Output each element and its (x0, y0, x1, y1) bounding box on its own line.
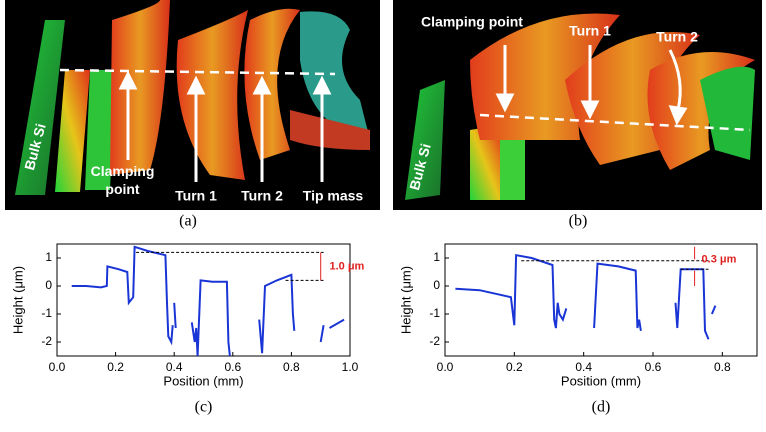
image-label: Clamping point (90, 163, 155, 197)
data-line (455, 254, 717, 340)
y-tick-label: 1 (45, 250, 52, 264)
x-tick-label: 0.4 (575, 360, 592, 374)
image-label: Turn 1 (569, 23, 611, 39)
x-tick-label: 0.8 (714, 360, 731, 374)
image-label: Turn 2 (241, 188, 283, 204)
chart: 0.0 0.2 0.4 0.6 0.8 1.0 -2 -1 0 1 Position (mm) Hei… (10, 243, 365, 416)
image-label-box: Clamping point (90, 163, 155, 197)
data-line (71, 245, 345, 357)
x-axis-label: Position (mm) (561, 373, 641, 388)
x-tick-label: 1.0 (342, 360, 359, 374)
image-label: Turn 2 (656, 29, 698, 45)
panel-caption: (a) (179, 213, 197, 230)
y-tick-label: 0 (433, 278, 440, 292)
x-tick-label: 0.6 (224, 360, 241, 374)
plot-frame (444, 243, 758, 357)
panel-caption: (b) (569, 213, 588, 230)
x-tick-label: 0.6 (645, 360, 662, 374)
image-label: Tip mass (303, 188, 364, 204)
x-tick-label: 0.0 (437, 360, 454, 374)
x-tick-label: 0.0 (49, 360, 66, 374)
chart: 0.0 0.2 0.4 0.6 0.8 -2 -1 0 1 Position (mm) Height… (398, 243, 758, 416)
y-tick-label: -1 (429, 306, 440, 320)
image-a: Bulk Si Clamping point Turn 1 Turn 2 Tip… (5, 0, 380, 210)
image-b: Bulk Si Clamping point Turn 1 Turn 2 (393, 0, 762, 210)
annotation: 1.0 μm (329, 260, 364, 272)
x-tick-label: 0.4 (166, 360, 183, 374)
x-tick-label: 0.2 (506, 360, 523, 374)
plot-frame (56, 243, 351, 357)
y-tick-label: -2 (41, 334, 52, 348)
y-axis-label: Height (μm) (10, 266, 25, 334)
y-axis-label: Height (μm) (398, 266, 413, 334)
x-axis-label: Position (mm) (163, 373, 243, 388)
y-tick-label: -2 (429, 334, 440, 348)
x-tick-label: 0.8 (283, 360, 300, 374)
image-label: Clamping point (421, 14, 523, 30)
annotation: 0.3 μm (702, 253, 737, 265)
panel-caption: (d) (592, 399, 611, 416)
y-tick-label: 0 (45, 278, 52, 292)
y-tick-label: -1 (41, 306, 52, 320)
y-tick-label: 1 (433, 250, 440, 264)
x-tick-label: 0.2 (107, 360, 124, 374)
image-label: Turn 1 (175, 188, 217, 204)
panel-caption: (c) (195, 399, 213, 416)
